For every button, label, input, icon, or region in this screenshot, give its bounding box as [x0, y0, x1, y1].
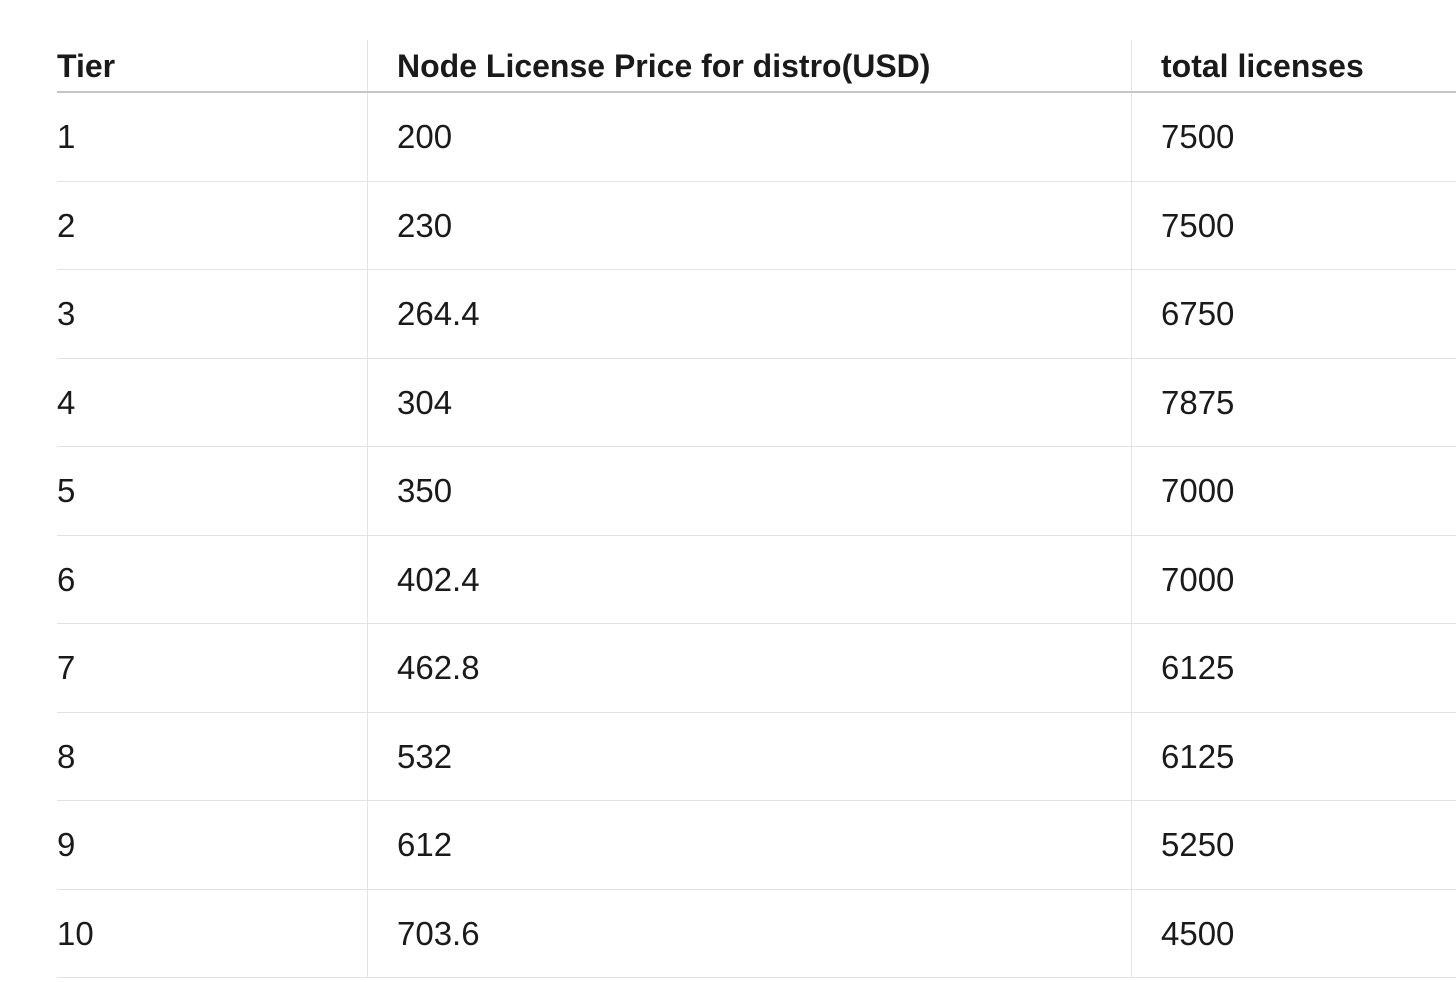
table-cell: 7875 — [1131, 358, 1456, 447]
table-cell: 350 — [367, 446, 1132, 536]
header-cell-tier: Tier — [57, 40, 368, 93]
table-cell: 6 — [57, 535, 368, 624]
table-header: Tier Node License Price for distro(USD) … — [57, 40, 1456, 93]
table-row: 6 402.4 7000 — [57, 535, 1456, 624]
table-cell: 2 — [57, 181, 368, 270]
table-cell: 703.6 — [367, 889, 1132, 978]
table-cell: 532 — [367, 712, 1132, 801]
table-body: 1 200 7500 2 230 7500 3 264.4 6750 4 304 7875 5 350 70… — [57, 92, 1456, 978]
table-cell: 402.4 — [367, 535, 1132, 624]
table-cell: 10 — [57, 889, 368, 978]
table-row: 10 703.6 4500 — [57, 889, 1456, 978]
table-row: 7 462.8 6125 — [57, 623, 1456, 713]
table-cell: 8 — [57, 712, 368, 801]
table-cell: 304 — [367, 358, 1132, 447]
table-row: 8 532 6125 — [57, 712, 1456, 801]
table-row: 4 304 7875 — [57, 358, 1456, 447]
table-cell: 612 — [367, 800, 1132, 890]
table-row: 9 612 5250 — [57, 800, 1456, 890]
table-cell: 200 — [367, 92, 1132, 182]
table-cell: 5250 — [1131, 800, 1456, 890]
table-cell: 7000 — [1131, 535, 1456, 624]
table-cell: 6125 — [1131, 623, 1456, 713]
table-cell: 7000 — [1131, 446, 1456, 536]
header-cell-node-license-price: Node License Price for distro(USD) — [367, 40, 1132, 93]
table-cell: 6125 — [1131, 712, 1456, 801]
license-pricing-table: Tier Node License Price for distro(USD) … — [57, 40, 1456, 978]
table-row: 2 230 7500 — [57, 181, 1456, 270]
table-cell: 7500 — [1131, 92, 1456, 182]
table-cell: 6750 — [1131, 269, 1456, 359]
table-cell: 4 — [57, 358, 368, 447]
table-cell: 7 — [57, 623, 368, 713]
table-row: 3 264.4 6750 — [57, 269, 1456, 359]
table-cell: 5 — [57, 446, 368, 536]
table-cell: 9 — [57, 800, 368, 890]
table-cell: 264.4 — [367, 269, 1132, 359]
table-cell: 462.8 — [367, 623, 1132, 713]
header-cell-total-licenses: total licenses — [1131, 40, 1456, 93]
table-cell: 1 — [57, 92, 368, 182]
header-row: Tier Node License Price for distro(USD) … — [57, 40, 1456, 93]
table-cell: 230 — [367, 181, 1132, 270]
table-cell: 3 — [57, 269, 368, 359]
table-cell: 7500 — [1131, 181, 1456, 270]
table-cell: 4500 — [1131, 889, 1456, 978]
table-row: 1 200 7500 — [57, 92, 1456, 182]
table-row: 5 350 7000 — [57, 446, 1456, 536]
